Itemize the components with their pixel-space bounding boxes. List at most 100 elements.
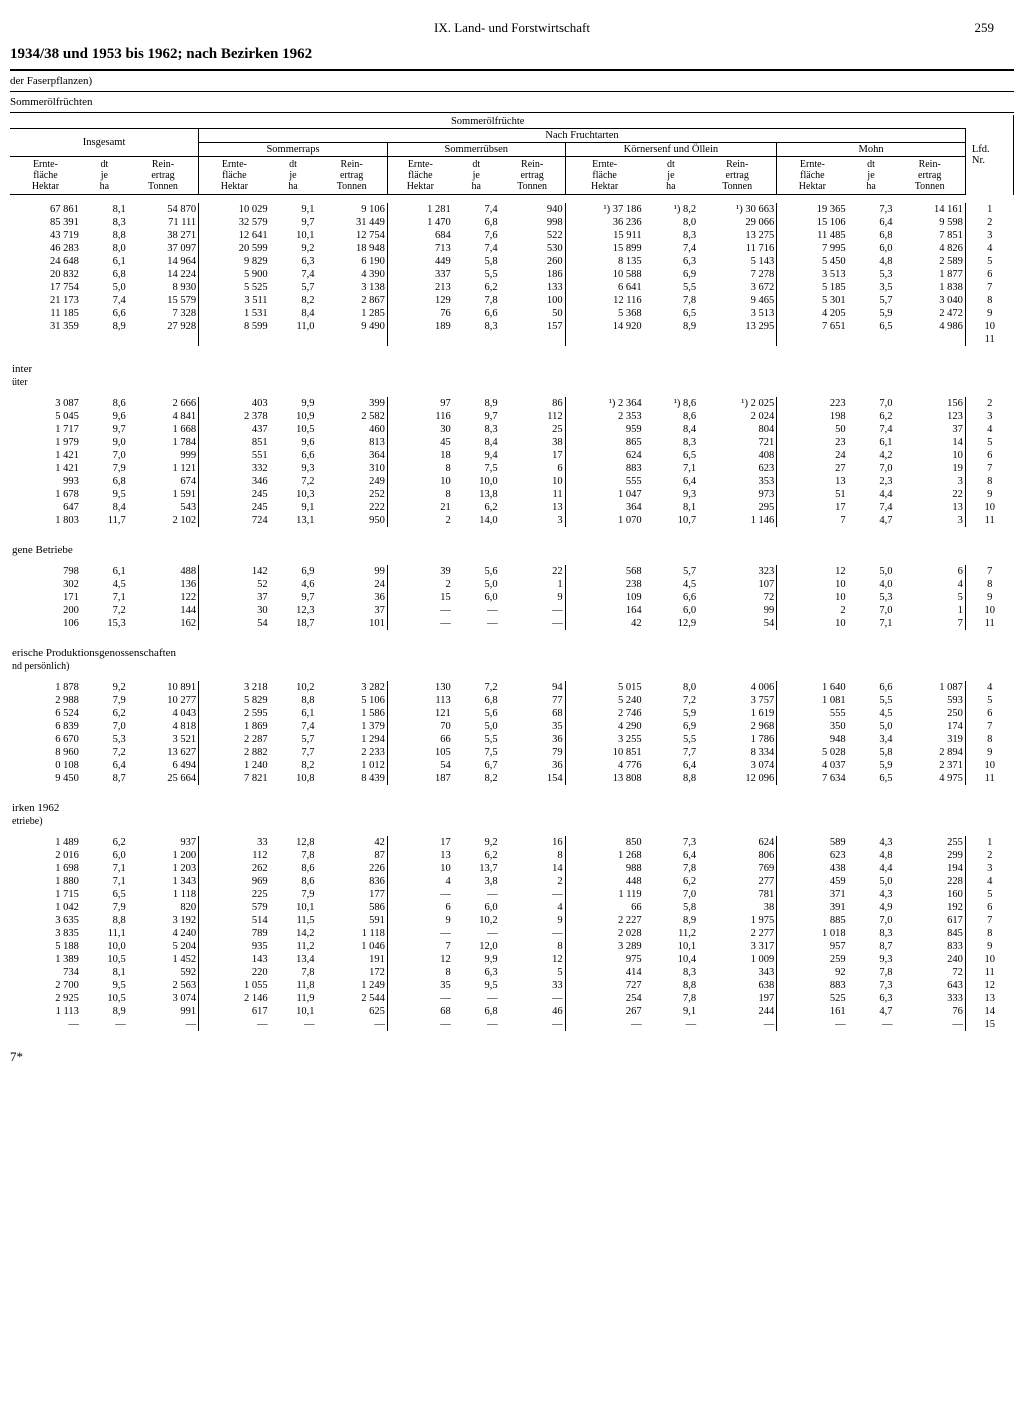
cell: 245 <box>199 488 270 501</box>
cell: 5,6 <box>453 565 500 578</box>
cell: 2 894 <box>894 746 965 759</box>
cell: 1 047 <box>565 488 644 501</box>
cell: 5 188 <box>10 940 81 953</box>
cell: 8,1 <box>81 966 128 979</box>
cell: 591 <box>316 914 387 927</box>
cell: 5,8 <box>453 255 500 268</box>
cell: ¹) 30 663 <box>698 203 777 216</box>
cell: 9 <box>965 591 1013 604</box>
cell: 7,4 <box>644 242 699 255</box>
cell: 579 <box>199 901 270 914</box>
table-row: 6 5246,24 0432 5956,11 5861215,6682 7465… <box>10 707 1014 720</box>
cell: 3 074 <box>128 992 199 1005</box>
cell: 5 <box>894 591 965 604</box>
cell: 122 <box>128 591 199 604</box>
cell: 172 <box>316 966 387 979</box>
cell: 4 826 <box>894 242 965 255</box>
cell: 37 097 <box>128 242 199 255</box>
cell: 254 <box>565 992 644 1005</box>
cell: 7,0 <box>644 888 699 901</box>
cell: 7,4 <box>848 501 895 514</box>
cell: 8,3 <box>644 229 699 242</box>
cell: 8,4 <box>453 436 500 449</box>
table-row: 1 38910,51 45214313,4191129,91297510,41 … <box>10 953 1014 966</box>
cell: 2 968 <box>698 720 777 733</box>
cell: 68 <box>387 1005 452 1018</box>
cell: 4,3 <box>848 888 895 901</box>
cell: 1 786 <box>698 733 777 746</box>
cell: 22 <box>894 488 965 501</box>
cell: — <box>387 617 452 630</box>
cell: 5,8 <box>848 746 895 759</box>
cell: 1 878 <box>10 681 81 694</box>
cell: 5,7 <box>270 281 317 294</box>
cell: 727 <box>565 979 644 992</box>
cell: 10 <box>965 604 1013 617</box>
cell: 3 218 <box>199 681 270 694</box>
cell: 24 <box>316 578 387 591</box>
cell: 6,0 <box>644 604 699 617</box>
cell: 13 <box>894 501 965 514</box>
cell: 144 <box>128 604 199 617</box>
table-row: 2 92510,53 0742 14611,92 544———2547,8197… <box>10 992 1014 1005</box>
cell: 647 <box>10 501 81 514</box>
cell: 220 <box>199 966 270 979</box>
cell: 238 <box>565 578 644 591</box>
table-row: 11 <box>10 333 1014 346</box>
cell: 310 <box>316 462 387 475</box>
cell: 1 591 <box>128 488 199 501</box>
cell: 37 <box>894 423 965 436</box>
section-sublabel: nd persönlich) <box>10 660 1014 673</box>
cell <box>777 333 848 346</box>
cell: 12,3 <box>270 604 317 617</box>
cell: 5,5 <box>453 268 500 281</box>
cell: 21 <box>387 501 452 514</box>
cell: 551 <box>199 449 270 462</box>
cell: 3 317 <box>698 940 777 953</box>
cell: 6,4 <box>644 759 699 772</box>
table-row: 2007,21443012,337———1646,09927,0110 <box>10 604 1014 617</box>
cell: 11,8 <box>270 979 317 992</box>
cell: 240 <box>894 953 965 966</box>
cell: 5 185 <box>777 281 848 294</box>
cell: 17 754 <box>10 281 81 294</box>
cell: 11 <box>965 514 1013 527</box>
table-row: 7986,14881426,999395,6225685,7323125,067 <box>10 565 1014 578</box>
cell: 8,8 <box>81 914 128 927</box>
cell: 6,5 <box>848 772 895 785</box>
cell: 121 <box>387 707 452 720</box>
cell: 11,2 <box>644 927 699 940</box>
cell: 302 <box>10 578 81 591</box>
cell: 7 <box>965 914 1013 927</box>
cell: 226 <box>316 862 387 875</box>
cell: 684 <box>387 229 452 242</box>
cell: 6,8 <box>453 216 500 229</box>
cell: 171 <box>10 591 81 604</box>
cell: 14 <box>894 436 965 449</box>
cell: 1 <box>894 604 965 617</box>
cell: 5 204 <box>128 940 199 953</box>
cell <box>894 333 965 346</box>
cell: 643 <box>894 979 965 992</box>
cell: 9,1 <box>270 501 317 514</box>
table-row: 1 7179,71 66843710,5460308,3259598,48045… <box>10 423 1014 436</box>
cell: 6,5 <box>848 320 895 333</box>
cell: 592 <box>128 966 199 979</box>
cell: 200 <box>10 604 81 617</box>
cell: 6,8 <box>453 694 500 707</box>
cell: 6,2 <box>644 875 699 888</box>
cell: 4 986 <box>894 320 965 333</box>
cell: 71 111 <box>128 216 199 229</box>
cell: 3,8 <box>453 875 500 888</box>
cell: 92 <box>777 966 848 979</box>
cell: 6,1 <box>270 707 317 720</box>
cell: 9 <box>965 940 1013 953</box>
cell: 99 <box>698 604 777 617</box>
cell: 437 <box>199 423 270 436</box>
cell: 9,6 <box>81 410 128 423</box>
cell: 813 <box>316 436 387 449</box>
cell: 10 851 <box>565 746 644 759</box>
cell: 20 832 <box>10 268 81 281</box>
cell: 10 <box>777 591 848 604</box>
cell: 186 <box>500 268 565 281</box>
